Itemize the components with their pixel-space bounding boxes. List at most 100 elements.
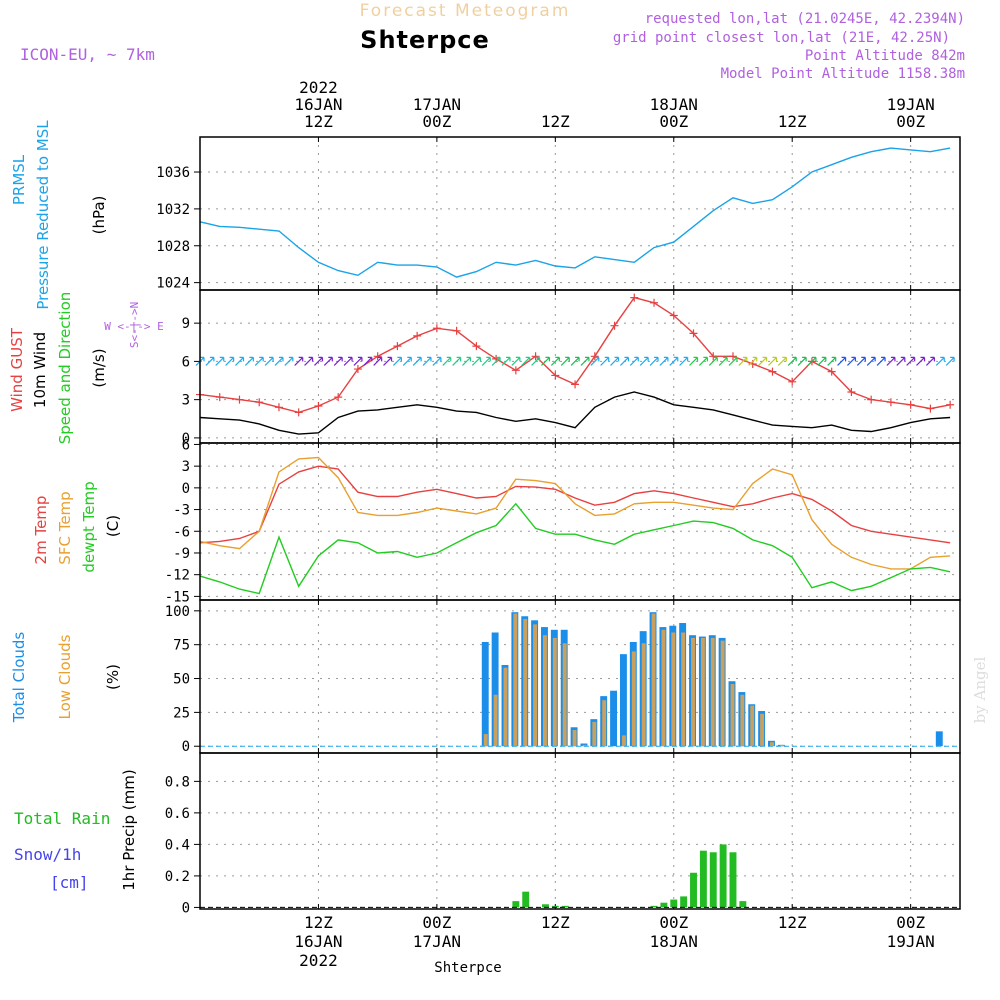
info-model-altitude: Model Point Altitude 1158.38m (721, 66, 965, 82)
y-tick-label: 0 (182, 481, 190, 497)
wind-direction-arrow (639, 356, 649, 366)
gust-point (926, 404, 935, 413)
gust-point (215, 393, 224, 402)
info-point-altitude: Point Altitude 842m (805, 48, 965, 64)
low-clouds-label: Low Clouds (56, 634, 74, 719)
watermark: by Angel (971, 656, 989, 723)
gust-point (689, 329, 698, 338)
precip-axis-label: 1hr Precip (mm) (120, 769, 138, 890)
panel-precip: 0 0.2 0.4 0.6 0.8 (165, 752, 961, 916)
gust-point (235, 395, 244, 404)
wind-direction-arrow (314, 356, 324, 366)
clouds-unit-label: (%) (104, 664, 122, 690)
wind-direction-arrow (462, 356, 472, 366)
wind-direction-arrow (935, 356, 945, 366)
wind-direction-arrow (945, 356, 955, 366)
time-label-top: 2022 (299, 78, 338, 97)
time-label-top: 17JAN (413, 95, 461, 114)
y-tick-label: 0 (182, 739, 190, 755)
temp-dewpt-label: dewpt Temp (80, 481, 98, 572)
y-tick-label: 6 (182, 354, 190, 370)
bar-low-clouds (779, 744, 784, 747)
wind-labels: Wind GUST 10m Wind Speed and Direction (… (8, 292, 164, 445)
wind-direction-arrow (392, 356, 403, 366)
bar-precip (680, 896, 688, 908)
wind-direction-arrow (748, 356, 758, 366)
bar-precip (660, 902, 668, 908)
total-clouds-label: Total Clouds (10, 632, 28, 724)
wind-direction-arrow (511, 356, 521, 366)
chart-title: Forecast Meteogram (360, 1, 571, 21)
wind-direction-arrow (333, 356, 343, 366)
temp-sfc-label: SFC Temp (56, 491, 74, 564)
gust-point (551, 371, 560, 380)
y-tick-label: 3 (182, 459, 190, 475)
wind-direction-arrow (570, 356, 580, 366)
wind-direction-arrow (866, 356, 876, 366)
wind-direction-arrow (827, 356, 837, 366)
bar-low-clouds (770, 742, 774, 747)
bar-low-clouds (592, 721, 597, 747)
wind-direction-arrow (442, 356, 452, 366)
bar-precip (719, 844, 727, 908)
wind-direction-arrow (452, 356, 462, 366)
pressure-unit-label: (hPa) (90, 196, 108, 235)
gust-point (827, 367, 836, 376)
wind-direction-arrow (254, 356, 264, 366)
bar-low-clouds (533, 624, 538, 747)
wind-direction-arrow (758, 356, 768, 366)
y-tick-label: -15 (165, 589, 190, 605)
gust-point (353, 365, 362, 374)
wind-direction-arrow (294, 356, 304, 366)
panel-temperature: -15 -12 -9 -6 -3 0 3 6 (165, 437, 961, 605)
wind-direction-arrow (777, 356, 787, 366)
bar-low-clouds (671, 632, 676, 747)
gust-point (393, 342, 402, 351)
gust-point (590, 352, 599, 361)
wind-direction-arrow (531, 356, 541, 366)
wind-direction-arrow (698, 356, 708, 366)
info-gridpoint: grid point closest lon,lat (21E, 42.25N) (613, 30, 950, 46)
gust-point (847, 388, 856, 396)
temp-unit-label: (C) (104, 515, 122, 537)
panel-frame (199, 289, 961, 444)
bar-low-clouds (700, 637, 705, 747)
wind-direction-arrow (649, 356, 659, 366)
wind-gust-label: Wind GUST (8, 327, 26, 412)
series-dewpt-temp (199, 502, 951, 595)
y-tick-label: 1036 (156, 165, 190, 181)
wind-direction-arrow (521, 356, 531, 366)
wind-direction-arrow (481, 356, 491, 366)
wind-direction-arrow (491, 356, 501, 366)
y-tick-label: 0 (182, 900, 190, 916)
panel-frame (199, 599, 961, 754)
bar-low-clouds (503, 667, 508, 747)
wind-direction-arrow (541, 356, 551, 366)
footer-location: Shterpce (434, 960, 501, 976)
wind-direction-arrow (906, 356, 916, 366)
y-tick-label: -3 (173, 503, 190, 519)
total-rain-label: Total Rain (14, 809, 110, 828)
time-label-top: 19JAN (887, 95, 935, 114)
precip-labels: Total Rain Snow/1h [cm] 1hr Precip (mm) (14, 769, 138, 892)
wind-direction-arrow (669, 356, 679, 366)
time-label-bottom: 18JAN (650, 932, 698, 951)
gust-point (728, 352, 737, 361)
time-label-bottom: 00Z (422, 913, 451, 932)
gust-point (373, 352, 382, 361)
bar-low-clouds (552, 637, 557, 747)
wind-direction-arrow (600, 356, 610, 366)
y-tick-label: 0.2 (165, 869, 190, 885)
snow-label: Snow/1h (14, 845, 81, 864)
gust-point (274, 403, 283, 412)
gust-point (867, 395, 876, 404)
wind-direction-arrow (738, 356, 748, 366)
y-tick-label: 9 (182, 316, 190, 332)
wind-direction-arrow (471, 356, 481, 366)
y-tick-label: 75 (173, 638, 190, 654)
gust-point (768, 367, 777, 376)
gust-point (650, 298, 659, 307)
y-tick-label: -12 (165, 568, 190, 584)
bar-low-clouds (483, 734, 488, 747)
